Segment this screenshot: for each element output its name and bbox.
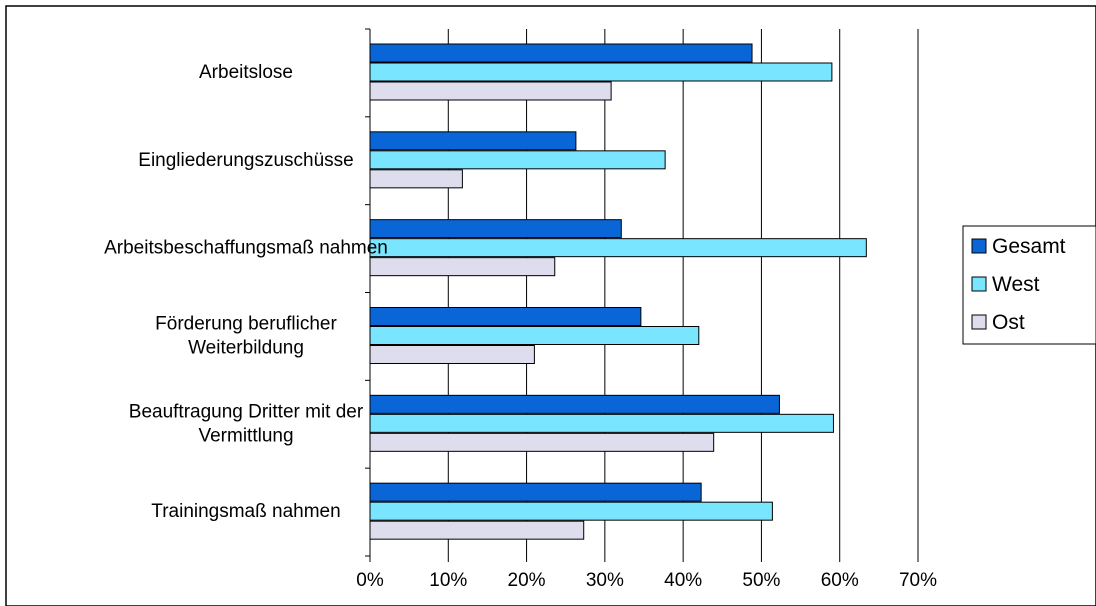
bar-ost — [369, 432, 715, 452]
x-axis-tick-label: 40% — [664, 570, 702, 591]
category-label: Eingliederungszuschüsse — [138, 150, 353, 171]
x-axis-tick-label: 10% — [429, 570, 467, 591]
bar-ost — [369, 345, 535, 364]
bar-gesamt — [369, 131, 577, 151]
bar-ost — [369, 81, 612, 101]
bar-gesamt — [369, 307, 642, 326]
bar-gesamt — [369, 43, 753, 63]
legend-label-gesamt: Gesamt — [992, 235, 1066, 258]
bar-west — [369, 238, 867, 258]
category-label: Arbeitsbeschaffungsmaß nahmen — [104, 238, 388, 259]
x-axis-tick-label: 20% — [508, 570, 546, 591]
x-axis-tick-label: 30% — [586, 570, 624, 591]
legend-label-west: West — [992, 273, 1040, 296]
bar-ost — [369, 520, 585, 540]
legend-swatch-ost — [971, 314, 987, 330]
bar-west — [369, 326, 700, 345]
legend-label-ost: Ost — [992, 311, 1025, 334]
bar-gesamt — [369, 482, 702, 502]
category-label: Vermittlung — [198, 425, 293, 446]
bar-gesamt — [369, 219, 622, 239]
legend-swatch-gesamt — [971, 238, 987, 254]
category-label: Beauftragung Dritter mit der — [129, 401, 364, 422]
category-label: Weiterbildung — [188, 338, 304, 359]
bar-west — [369, 501, 773, 521]
bar-ost — [369, 257, 556, 277]
bar-ost — [369, 169, 463, 189]
bar-west — [369, 62, 833, 82]
category-label: Trainingsmaß nahmen — [151, 501, 340, 522]
category-label: Arbeitslose — [199, 62, 293, 83]
x-axis-tick-label: 0% — [356, 570, 384, 591]
legend: Gesamt West Ost — [962, 225, 1096, 345]
legend-swatch-west — [971, 276, 987, 292]
bar-west — [369, 413, 834, 433]
bar-gesamt — [369, 394, 780, 414]
x-axis-tick-label: 70% — [899, 570, 937, 591]
x-axis-tick-label: 60% — [821, 570, 859, 591]
category-label: Förderung beruflicher — [155, 314, 337, 335]
x-axis-tick-label: 50% — [742, 570, 780, 591]
bar-west — [369, 150, 666, 170]
